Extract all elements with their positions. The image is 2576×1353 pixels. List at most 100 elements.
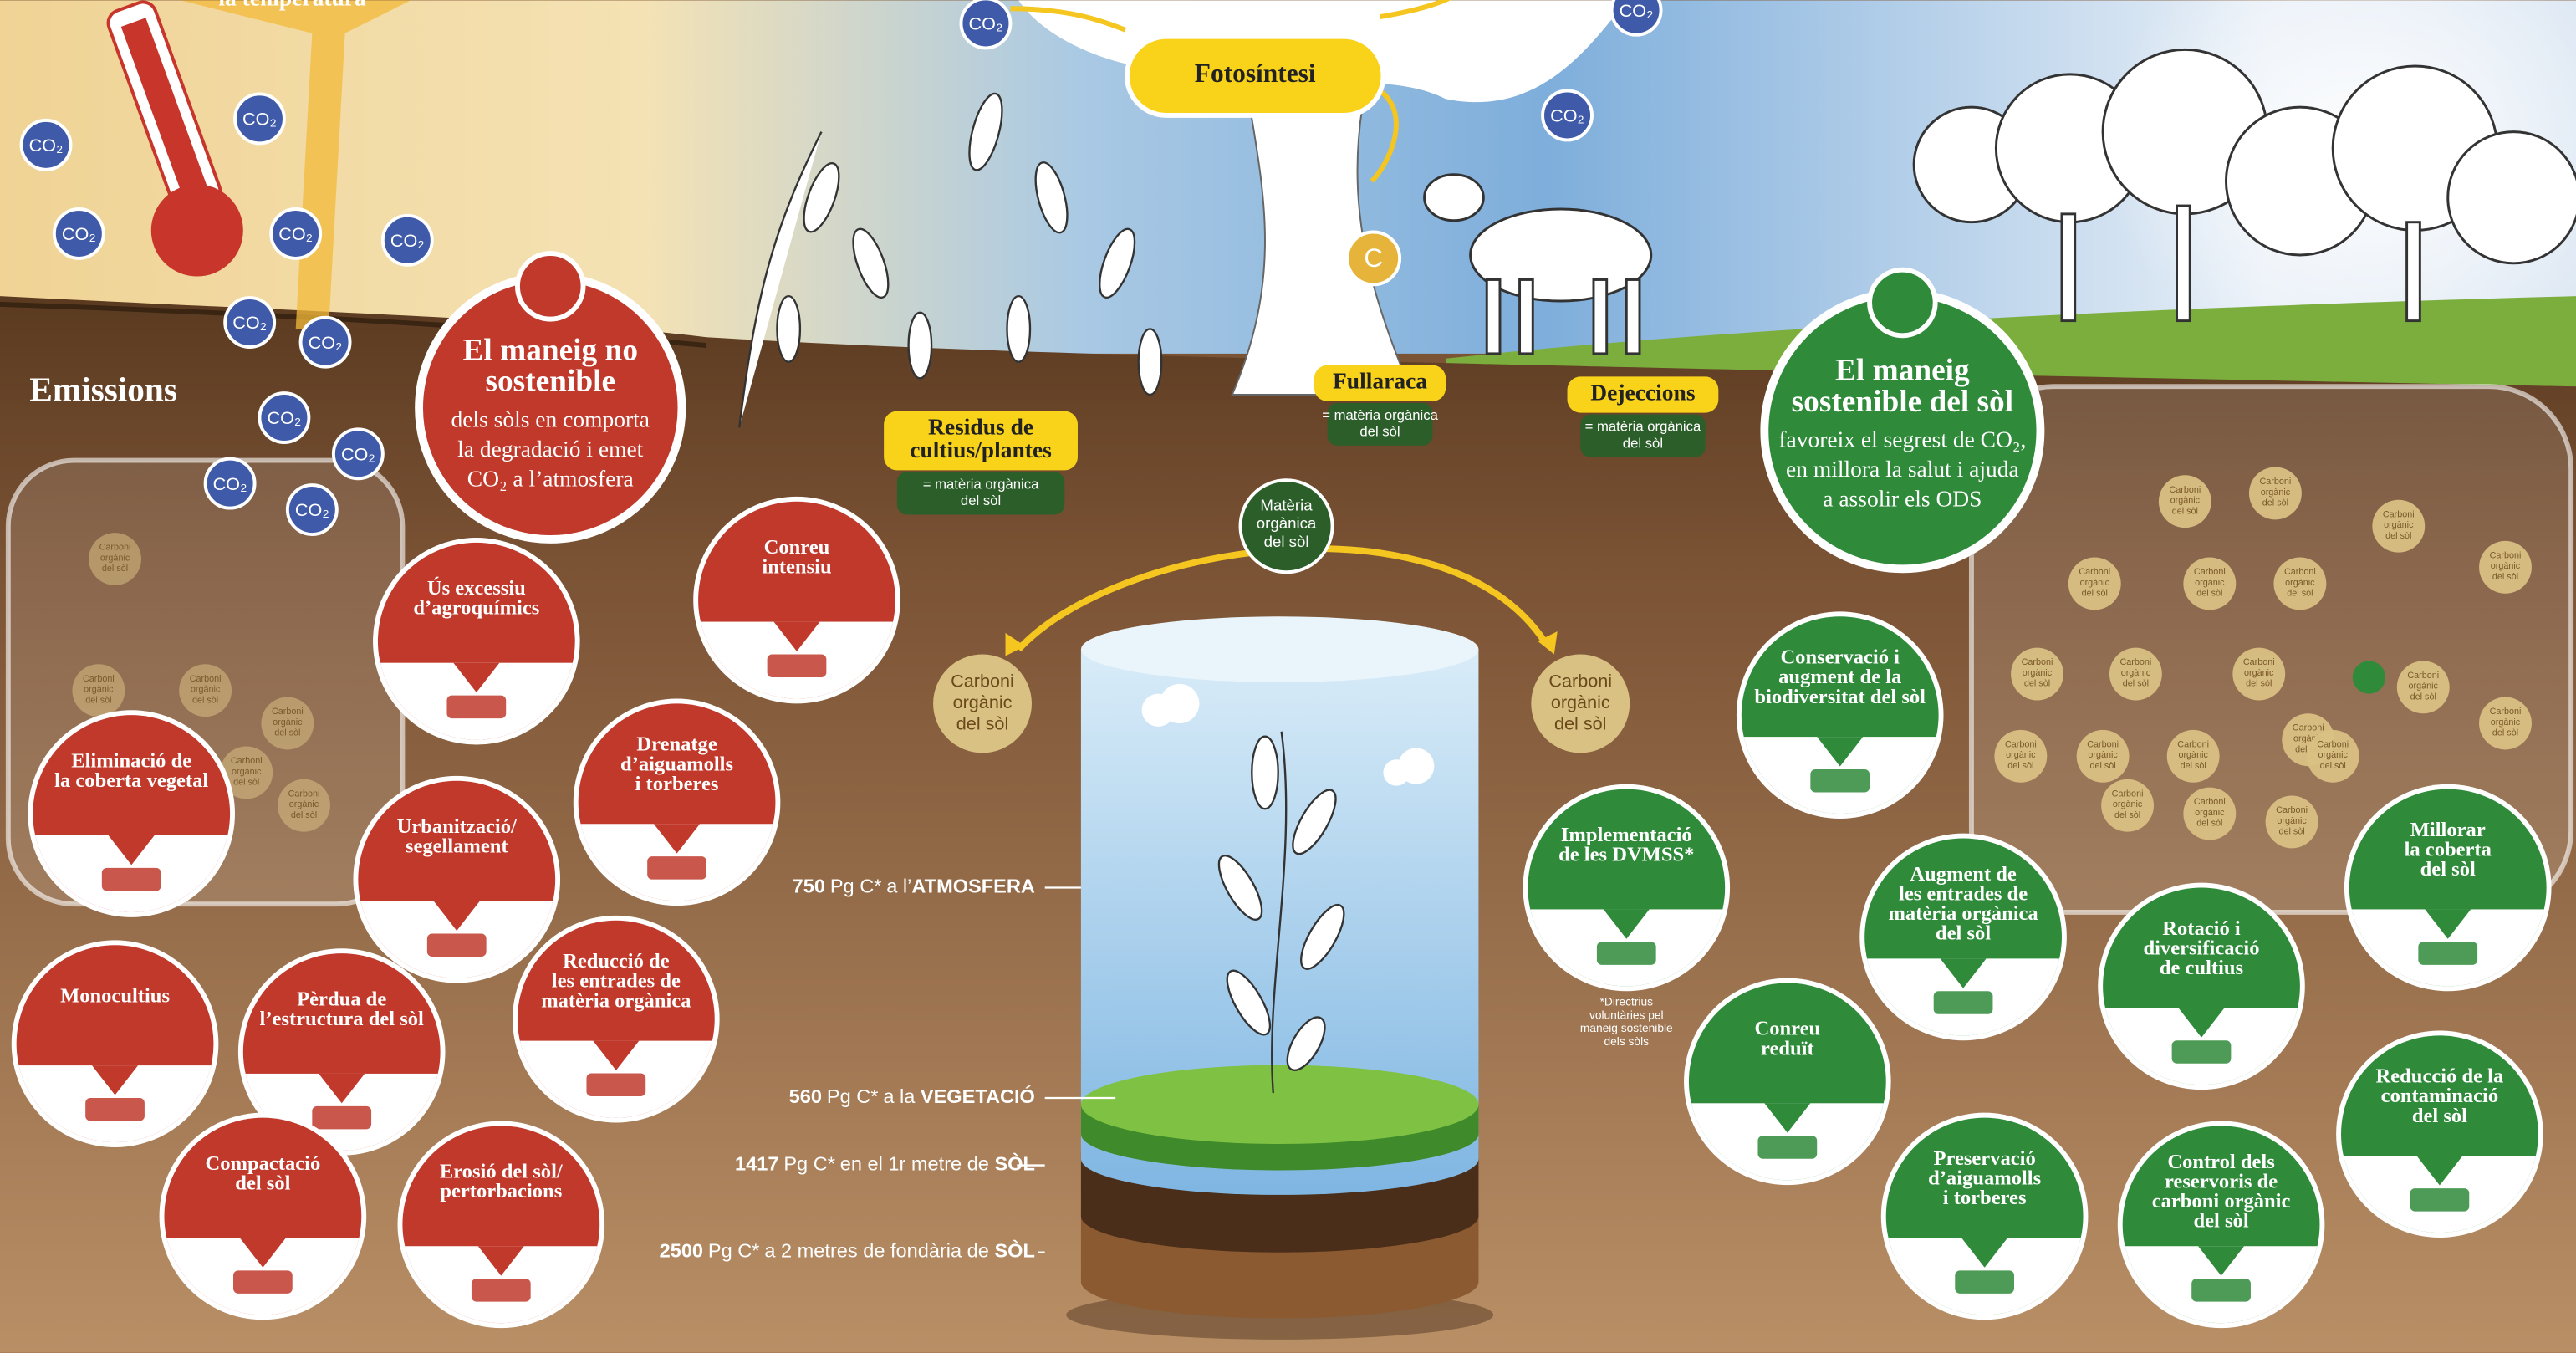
jar-clouds bbox=[1141, 683, 1435, 786]
practice-icon-base bbox=[426, 933, 487, 957]
soil-carbon-disc-label: Carboni bbox=[288, 789, 320, 799]
footnote: dels sòls bbox=[1604, 1035, 1650, 1048]
soil-carbon-disc-label: Carboni bbox=[2022, 657, 2053, 667]
soil-carbon-disc-label: del sòl bbox=[102, 564, 128, 574]
soil-carbon-disc-label: del sòl bbox=[2385, 531, 2411, 541]
practice-icon bbox=[654, 824, 701, 854]
practice-icon-base bbox=[2191, 1279, 2251, 1302]
stock-place: SÒL bbox=[994, 1152, 1034, 1175]
practice-title: del sòl bbox=[1936, 922, 1991, 945]
practice-icon-base bbox=[312, 1105, 372, 1130]
som-label: orgànica bbox=[1257, 514, 1317, 532]
co2-bubble bbox=[1609, 0, 1663, 37]
jar-grass-top bbox=[1080, 1065, 1479, 1145]
stock-place: SÒL bbox=[994, 1239, 1034, 1262]
co2-label: CO₂ bbox=[969, 13, 1003, 34]
soil-carbon-disc-label: del sòl bbox=[2410, 692, 2436, 702]
soil-carbon-disc-label: orgànic bbox=[191, 685, 221, 695]
practice-title: les entrades de bbox=[552, 970, 681, 993]
input-title: Residus de bbox=[928, 414, 1033, 440]
co2-label: CO₂ bbox=[242, 109, 277, 130]
soc-label: orgànic bbox=[953, 692, 1013, 712]
soil-carbon-disc bbox=[2396, 661, 2450, 714]
co2-bubble bbox=[1541, 89, 1594, 142]
co2-label: CO₂ bbox=[309, 332, 343, 353]
practice-title: Implementació bbox=[1561, 824, 1692, 846]
soil-carbon-disc bbox=[2076, 729, 2130, 783]
soil-carbon-disc-label: Carboni bbox=[2079, 567, 2110, 577]
soil-carbon-disc-label: orgànic bbox=[273, 717, 303, 728]
soil-carbon-disc bbox=[261, 697, 314, 750]
practice-title: Compactació bbox=[206, 1152, 321, 1175]
co2-label: CO₂ bbox=[341, 443, 375, 464]
practice-title: Conservació i bbox=[1780, 646, 1900, 669]
co2-label: CO₂ bbox=[390, 230, 425, 251]
practice-title: Preservació bbox=[1934, 1147, 2036, 1170]
practice-title: matèria orgànica bbox=[1888, 902, 2038, 925]
practice-title: Conreu bbox=[1755, 1018, 1821, 1040]
practice-title: del sòl bbox=[2420, 858, 2476, 881]
stock-unit: Pg C* bbox=[708, 1240, 760, 1262]
footnote: *Directrius bbox=[1600, 996, 1654, 1008]
input-note: del sòl bbox=[1359, 424, 1400, 440]
input-note: del sòl bbox=[1623, 435, 1663, 451]
practice-title: Drenatge bbox=[636, 733, 717, 756]
soil-carbon-disc-label: orgànic bbox=[2277, 816, 2307, 826]
soil-carbon-disc bbox=[2068, 557, 2121, 610]
practice-title: la coberta bbox=[2405, 839, 2492, 861]
footnote: maneig sostenible bbox=[1580, 1022, 1673, 1034]
practice-icon-base bbox=[446, 695, 507, 719]
practice-icon-base bbox=[586, 1073, 646, 1097]
soil-carbon-disc-label: orgànic bbox=[2409, 682, 2439, 692]
cow bbox=[1423, 173, 1653, 355]
stock-place: VEGETACIÓ bbox=[921, 1085, 1035, 1107]
stock-label: 750 Pg C* a l’ATMOSFERA bbox=[793, 876, 1035, 897]
stock-prefix: en el 1r metre de bbox=[840, 1153, 995, 1175]
soil-carbon-disc-label: del sòl bbox=[2196, 589, 2222, 599]
soil-carbon-disc-label: orgànic bbox=[2491, 717, 2521, 728]
co2-bubble bbox=[331, 427, 385, 481]
practice-icon bbox=[319, 1073, 365, 1104]
input-note: del sòl bbox=[961, 493, 1001, 508]
main-heading: sostenible bbox=[485, 365, 615, 399]
soil-carbon-disc bbox=[2265, 795, 2318, 849]
soil-carbon-disc-label: del sòl bbox=[2246, 679, 2272, 689]
stock-unit: Pg C* bbox=[783, 1153, 835, 1175]
soil-carbon-disc-label: orgànic bbox=[2244, 668, 2274, 678]
input-title: cultius/plantes bbox=[910, 437, 1052, 462]
practice-icon-base bbox=[471, 1279, 531, 1302]
thermometer-bulb bbox=[150, 184, 243, 277]
soil-carbon-disc bbox=[2232, 647, 2286, 701]
practice-title: del sòl bbox=[2412, 1105, 2467, 1127]
soil-carbon-disc bbox=[2479, 697, 2532, 750]
practice-title: pertorbacions bbox=[440, 1180, 562, 1202]
soil-carbon-disc-label: Carboni bbox=[190, 674, 222, 684]
co2-bubble bbox=[203, 457, 257, 510]
practice-title: de les DVMSS* bbox=[1558, 843, 1694, 865]
practice-title: Urbanització/ bbox=[397, 815, 518, 838]
co2-bubble bbox=[380, 213, 434, 267]
plants bbox=[738, 92, 1163, 428]
soil-carbon-disc-label: del sòl bbox=[274, 728, 300, 738]
co2-bubble bbox=[258, 391, 311, 444]
soil-carbon-disc-label: Carboni bbox=[2407, 671, 2439, 681]
soil-carbon-disc-label: Carboni bbox=[2005, 739, 2037, 749]
practice-icon bbox=[1817, 737, 1864, 767]
soil-carbon-disc-label: orgànic bbox=[2121, 668, 2151, 678]
main-icon bbox=[1867, 267, 1938, 339]
soil-carbon-disc-label: del sòl bbox=[2181, 761, 2206, 771]
soil-carbon-disc-label: orgànic bbox=[2023, 668, 2053, 678]
stock-prefix: a 2 metres de fondària de bbox=[764, 1240, 994, 1262]
practice-title: Reducció de la bbox=[2376, 1065, 2504, 1088]
practice-title: reservoris de bbox=[2165, 1170, 2278, 1192]
soil-carbon-disc bbox=[278, 779, 330, 832]
practice-title: i torberes bbox=[635, 773, 719, 795]
soil-carbon-disc-label: Carboni bbox=[2490, 707, 2522, 717]
soil-carbon-disc-label: del sòl bbox=[2287, 589, 2313, 599]
som-disc bbox=[1238, 478, 1334, 574]
practice-title: del sòl bbox=[235, 1172, 290, 1194]
soil-carbon-disc-label: Carboni bbox=[2317, 739, 2349, 749]
practice-title: Pèrdua de bbox=[297, 988, 386, 1010]
main-body: dels sòls en comporta bbox=[451, 406, 650, 432]
